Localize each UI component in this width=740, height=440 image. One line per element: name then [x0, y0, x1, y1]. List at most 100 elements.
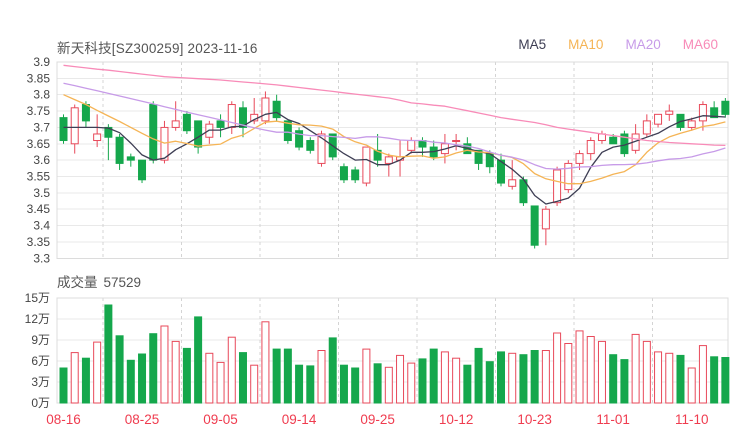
candle	[362, 146, 371, 184]
volume-bar	[575, 330, 584, 404]
candle	[710, 107, 719, 119]
legend-item-ma60[interactable]: MA60	[682, 37, 718, 52]
x-axis-date-label: 10-23	[517, 412, 552, 427]
volume-bar	[710, 356, 719, 404]
volume-bar	[597, 340, 606, 404]
candle	[295, 130, 304, 148]
candle	[339, 166, 348, 181]
candle	[216, 120, 225, 128]
volume-bar	[384, 366, 393, 404]
volume-bar	[463, 364, 472, 404]
volume-bar	[609, 354, 618, 404]
volume-bar	[205, 352, 214, 404]
candle	[160, 126, 169, 161]
chart-title: 新天科技[SZ300259] 2023-11-16	[57, 41, 258, 56]
volume-bar	[508, 352, 517, 404]
legend-item-ma20[interactable]: MA20	[625, 37, 661, 52]
volume-bar	[283, 348, 292, 404]
volume-bar	[541, 350, 550, 404]
price-axis-label: 3.75	[27, 104, 51, 118]
candle	[126, 156, 135, 161]
volume-axis-label: 12万	[25, 312, 50, 326]
candle	[261, 97, 270, 122]
x-axis-date-label: 08-25	[125, 412, 160, 427]
x-axis-date-label: 09-05	[203, 412, 238, 427]
volume-axis-label: 15万	[25, 291, 50, 305]
candle	[306, 140, 315, 151]
volume-bar	[295, 364, 304, 404]
volume-axis-label: 6万	[31, 354, 50, 368]
ma60-line	[63, 64, 726, 147]
volume-bar	[171, 340, 180, 404]
candle	[194, 120, 203, 148]
volume-bar	[138, 353, 147, 404]
candle	[642, 120, 651, 135]
candle	[283, 120, 292, 142]
price-axis-label: 3.9	[33, 55, 50, 69]
volume-bar	[429, 348, 438, 404]
candle	[575, 153, 584, 164]
volume-bar	[227, 336, 236, 404]
price-axis-label: 3.55	[27, 170, 51, 184]
candle	[70, 107, 79, 145]
price-axis-label: 3.8	[33, 88, 50, 102]
candle	[317, 133, 326, 164]
volume-bar	[452, 357, 461, 404]
volume-bar	[250, 364, 259, 404]
candle	[609, 136, 618, 145]
volume-bar	[530, 350, 539, 404]
candle	[149, 104, 158, 161]
volume-bar	[586, 336, 595, 404]
candle	[530, 205, 539, 246]
candle	[407, 140, 416, 151]
volume-axis-label: 3万	[31, 375, 50, 389]
candle	[553, 169, 562, 204]
volume-bar	[407, 362, 416, 404]
volume-bar	[126, 359, 135, 404]
volume-bar	[396, 354, 405, 404]
volume-bar	[115, 335, 124, 404]
volume-bar	[654, 351, 663, 404]
legend-item-ma10[interactable]: MA10	[568, 37, 604, 52]
volume-bar	[474, 347, 483, 404]
ma20-line	[63, 82, 726, 170]
volume-bar	[665, 352, 674, 404]
x-axis-date-label: 08-16	[46, 412, 81, 427]
volume-bar	[687, 367, 696, 404]
volume-bar	[642, 340, 651, 404]
volume-bar	[339, 364, 348, 404]
candle	[115, 136, 124, 164]
x-axis-date-label: 09-14	[282, 412, 317, 427]
price-axis-label: 3.5	[33, 186, 50, 200]
legend-item-ma5[interactable]: MA5	[518, 37, 547, 52]
volume-bar	[93, 341, 102, 404]
price-panel-border	[56, 61, 729, 259]
candle	[698, 104, 707, 122]
candle	[474, 149, 483, 164]
price-axis-label: 3.4	[33, 219, 50, 233]
volume-bar	[328, 337, 337, 404]
volume-bar	[149, 333, 158, 404]
volume-bar	[676, 354, 685, 404]
candle	[564, 162, 573, 191]
candle	[171, 120, 180, 128]
candle	[104, 126, 113, 138]
candle	[497, 159, 506, 184]
volume-bar	[194, 316, 203, 404]
volume-bar	[362, 348, 371, 404]
volume-bar	[351, 367, 360, 404]
candle	[93, 133, 102, 142]
volume-bar	[81, 357, 90, 404]
candle	[351, 169, 360, 181]
candle	[238, 107, 247, 128]
candle	[138, 159, 147, 181]
volume-bar	[104, 304, 113, 404]
candle	[373, 149, 382, 161]
volume-bar	[497, 351, 506, 404]
candle	[541, 208, 550, 230]
volume-bar	[272, 348, 281, 404]
candle	[687, 120, 696, 128]
volume-bar	[306, 365, 315, 404]
